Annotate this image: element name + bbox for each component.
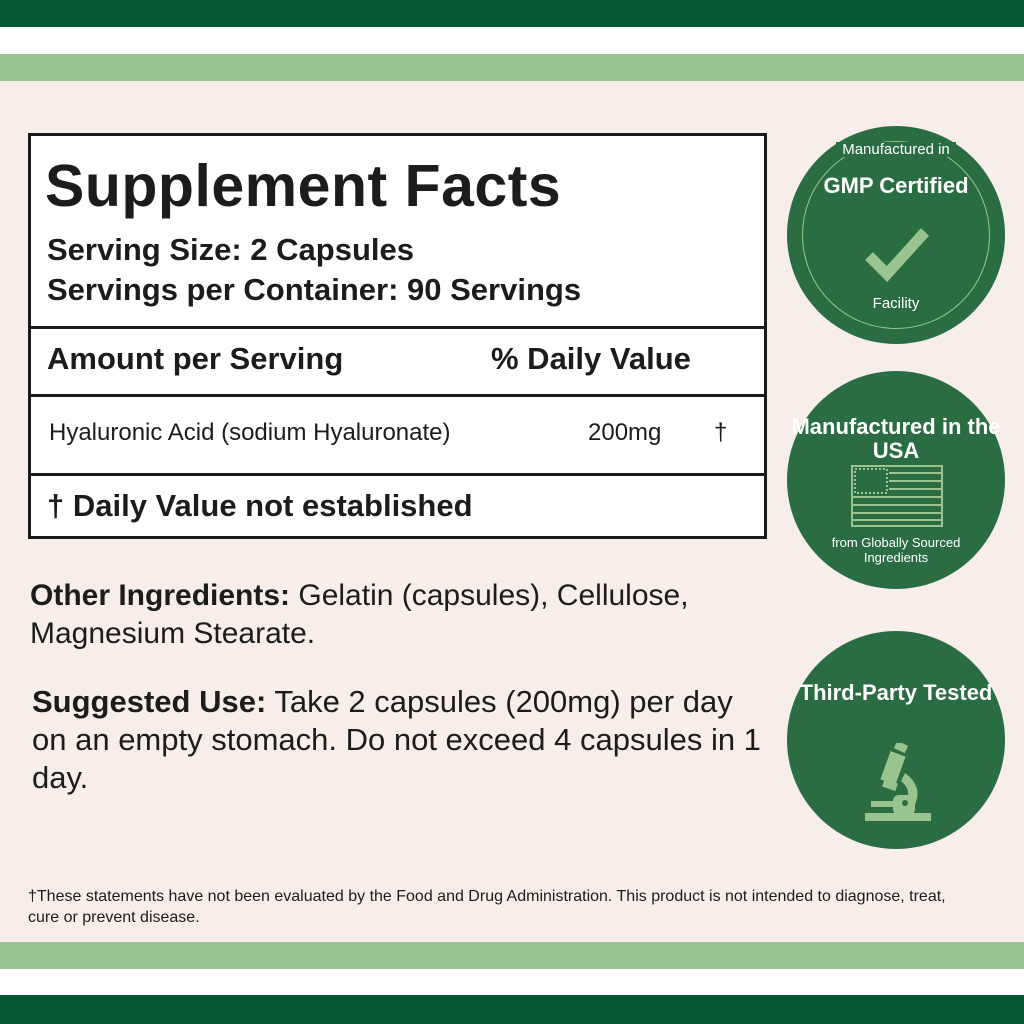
- usa-subtitle: from Globally Sourced Ingredients: [831, 535, 961, 565]
- suggested-use: Suggested Use: Take 2 capsules (200mg) p…: [32, 683, 762, 797]
- ingredient-name: Hyaluronic Acid (sodium Hyaluronate): [49, 419, 451, 446]
- bottom-light-band: [0, 942, 1024, 969]
- third-party-badge: Third-Party Tested: [787, 631, 1005, 849]
- ingredient-amount: 200mg: [588, 419, 662, 446]
- suggested-use-label: Suggested Use:: [32, 684, 267, 719]
- fda-disclaimer: †These statements have not been evaluate…: [28, 888, 946, 926]
- gmp-badge: Manufactured in GMP Certified Facility: [787, 126, 1005, 344]
- other-ingredients: Other Ingredients: Gelatin (capsules), C…: [30, 577, 760, 653]
- facts-header: Supplement Facts Serving Size: 2 Capsule…: [31, 136, 764, 329]
- checkmark-icon: [865, 228, 929, 282]
- amount-header-row: Amount per Serving % Daily Value: [31, 329, 764, 397]
- dv-footnote: † Daily Value not established: [47, 488, 473, 523]
- third-party-title: Third-Party Tested: [799, 680, 993, 705]
- dv-header: % Daily Value: [491, 341, 691, 376]
- us-flag-icon: [851, 465, 943, 527]
- top-dark-band: [0, 0, 1024, 27]
- gmp-top-text: Manufactured in: [836, 142, 956, 157]
- supplement-facts-panel: Supplement Facts Serving Size: 2 Capsule…: [28, 133, 767, 539]
- gmp-title: GMP Certified: [823, 173, 969, 198]
- usa-title: Manufactured in the USA: [791, 414, 1001, 463]
- other-ingredients-text: Gelatin (capsules), Cellulose, Magnesium…: [30, 579, 689, 650]
- ingredient-row: Hyaluronic Acid (sodium Hyaluronate) 200…: [31, 397, 764, 476]
- gmp-bottom-text: Facility: [861, 296, 931, 311]
- serving-size: Serving Size: 2 Capsules: [47, 232, 414, 267]
- top-light-band: [0, 54, 1024, 81]
- facts-title: Supplement Facts: [45, 153, 562, 219]
- other-ingredients-label: Other Ingredients:: [30, 579, 291, 612]
- servings-per-container: Servings per Container: 90 Servings: [47, 272, 582, 307]
- microscope-icon: [865, 743, 931, 821]
- suggested-use-text: Take 2 capsules (200mg) per day on an em…: [32, 684, 761, 795]
- amount-header: Amount per Serving: [47, 341, 344, 376]
- ingredient-dv: †: [714, 419, 728, 446]
- usa-badge: Manufactured in the USA from Globally So…: [787, 371, 1005, 589]
- top-white-band: [0, 27, 1024, 54]
- bottom-white-band: [0, 969, 1024, 995]
- bottom-dark-band: [0, 995, 1024, 1024]
